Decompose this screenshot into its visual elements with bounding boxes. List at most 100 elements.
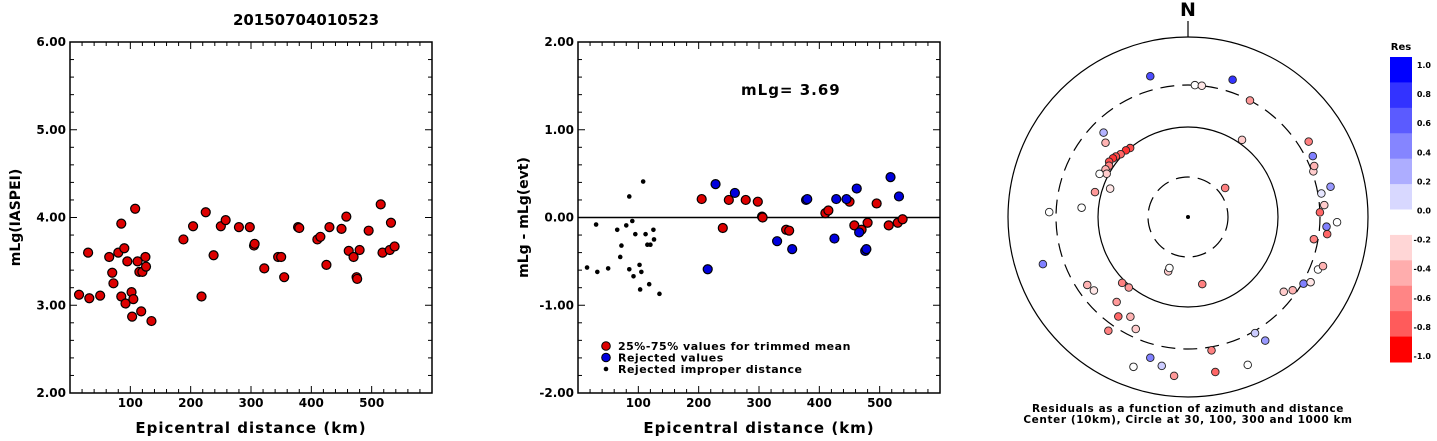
data-point	[841, 193, 852, 205]
colorbar-swatch	[1390, 107, 1412, 134]
x-tick-label: 400	[807, 396, 832, 410]
data-point	[637, 262, 642, 268]
x-axis-label: Epicentral distance (km)	[643, 419, 874, 437]
distance-ring	[1055, 84, 1321, 350]
data-point	[657, 291, 662, 297]
residual-colorbar: Res 1.0 0.8 0.6 0.4 0.2 0.0 -0.2 -0.4 -0.6 -0.8 -1.…	[1390, 42, 1431, 363]
data-point	[259, 263, 270, 274]
station-marker	[1117, 278, 1127, 288]
magnitude-annotation: mLg= 3.69	[741, 81, 841, 99]
station-marker	[1089, 286, 1099, 295]
data-point	[723, 194, 734, 206]
station-marker	[1044, 207, 1054, 217]
x-tick-label: 300	[746, 396, 771, 410]
station-marker	[1126, 312, 1135, 322]
data-point	[324, 222, 335, 233]
station-marker	[1099, 128, 1108, 137]
y-tick-label: 6.00	[36, 35, 66, 49]
x-tick-label: 100	[626, 396, 651, 410]
colorbar-swatch	[1390, 57, 1412, 83]
data-point	[831, 193, 842, 205]
data-point	[73, 289, 85, 300]
station-marker	[1157, 361, 1166, 371]
station-marker	[1288, 286, 1297, 295]
colorbar-swatch	[1390, 285, 1412, 312]
y-axis-label: mLg(IASPEI)	[8, 169, 24, 267]
station-marker	[1104, 326, 1113, 335]
distance-ring	[1097, 126, 1279, 308]
x-axis-label: Epicentral distance (km)	[135, 419, 366, 437]
data-point	[127, 311, 138, 322]
colorbar-tick-label: -0.2	[1414, 236, 1432, 245]
data-point	[95, 290, 106, 301]
colorbar-title: Res	[1391, 42, 1411, 53]
data-point	[897, 214, 908, 225]
data-point	[617, 254, 623, 260]
data-point	[178, 234, 189, 245]
data-point	[740, 194, 751, 206]
colorbar-tick-label: 0.6	[1417, 119, 1432, 128]
station-marker	[1190, 80, 1200, 90]
legend-marker	[601, 352, 611, 363]
data-point	[717, 222, 728, 234]
data-point	[375, 199, 386, 210]
data-point	[140, 251, 151, 263]
colorbar-tick-label: 1.0	[1417, 61, 1432, 70]
data-point	[626, 194, 632, 199]
station-marker	[1322, 222, 1331, 231]
station-marker	[1090, 187, 1100, 197]
x-tick-label: 500	[867, 396, 892, 410]
data-point	[849, 220, 860, 231]
station-marker	[1304, 137, 1313, 146]
station-marker	[1112, 297, 1121, 307]
x-tick-label: 200	[686, 396, 711, 410]
station-marker	[1245, 96, 1255, 105]
data-point	[851, 183, 862, 194]
colorbar-swatch	[1390, 336, 1412, 363]
station-marker	[1320, 200, 1329, 210]
station-marker	[1211, 367, 1220, 377]
x-tick-label: 300	[238, 396, 263, 410]
x-tick-label: 400	[299, 396, 324, 410]
residual-vs-distance-plot: 100 200 300 400 500 -2.00 -1.00 0.00 1.00 2.00 Epi…	[516, 35, 941, 437]
data-point	[140, 261, 152, 272]
data-point	[861, 243, 872, 255]
data-point	[862, 217, 873, 228]
y-tick-label: 0.00	[544, 211, 574, 225]
data-point	[893, 191, 905, 202]
data-point	[244, 222, 255, 233]
station-marker	[1207, 346, 1216, 355]
colorbar-swatch	[1390, 184, 1412, 210]
station-marker	[1114, 312, 1123, 321]
polar-caption: Residuals as a function of azimuth and d…	[1032, 403, 1344, 415]
station-marker	[1165, 263, 1174, 273]
data-point	[646, 281, 652, 287]
legend-marker	[601, 341, 611, 351]
data-point	[348, 251, 359, 263]
colorbar-swatch	[1390, 234, 1412, 261]
data-point	[623, 223, 629, 228]
data-point	[108, 278, 119, 289]
data-point	[187, 221, 199, 232]
data-point	[321, 259, 332, 270]
colorbar-tick-label: 0.2	[1417, 177, 1431, 186]
station-marker	[1146, 353, 1155, 362]
data-point	[122, 256, 133, 267]
data-point	[389, 241, 400, 252]
legend-marker	[603, 366, 609, 372]
data-point	[249, 238, 260, 249]
station-marker	[1315, 208, 1325, 217]
distance-ring	[1147, 176, 1229, 258]
station-marker	[1306, 277, 1315, 287]
station-marker	[1317, 189, 1326, 198]
data-point	[651, 227, 656, 233]
chart-title: 20150704010523	[233, 11, 379, 29]
data-point	[233, 222, 245, 233]
y-tick-label: -2.00	[539, 386, 574, 400]
data-point	[630, 218, 635, 224]
data-point	[84, 293, 95, 304]
data-point	[633, 231, 638, 237]
station-marker	[1243, 360, 1252, 370]
station-marker	[1129, 362, 1138, 372]
